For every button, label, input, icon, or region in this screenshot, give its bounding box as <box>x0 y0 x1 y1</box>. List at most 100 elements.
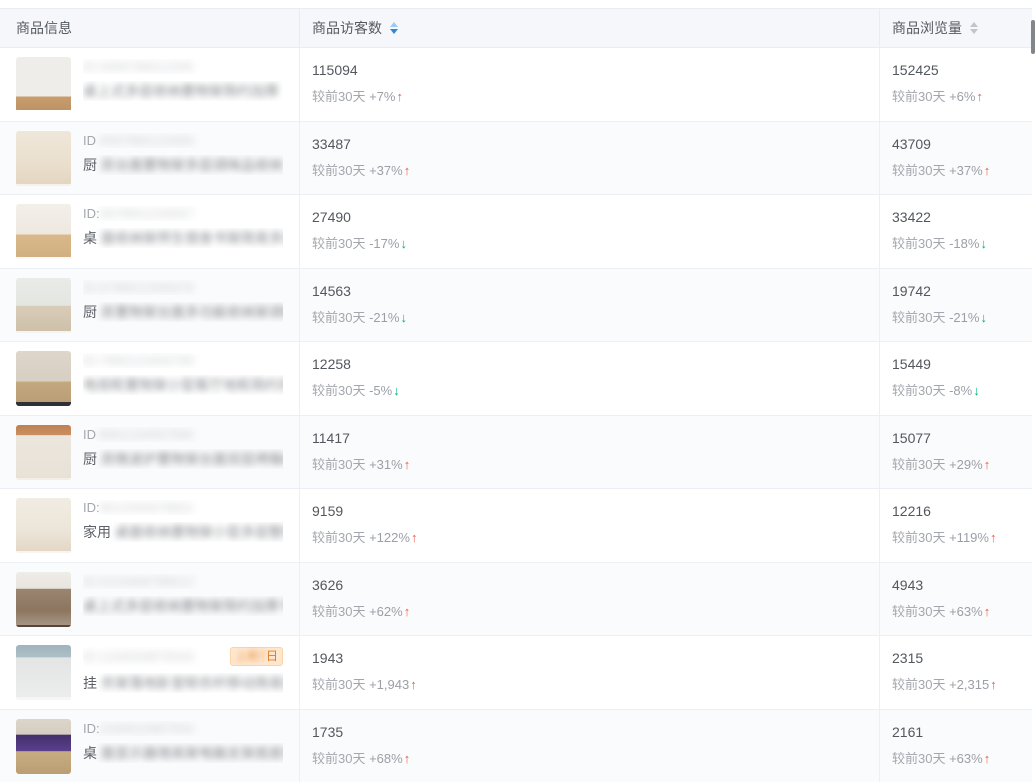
views-delta: +63% <box>949 750 983 766</box>
visitors-trend-arrow-icon: ↑ <box>403 603 411 619</box>
views-compare: 较前30天 -18%↓ <box>892 233 1016 252</box>
header-product-info-label: 商品信息 <box>16 20 72 36</box>
visitors-delta: -5% <box>369 383 393 398</box>
product-title-link[interactable]: 厨 房台面置物架多层调味品收纳 柜... <box>83 155 283 175</box>
views-trend-arrow-icon: ↑ <box>990 677 997 692</box>
product-thumbnail[interactable] <box>16 718 71 774</box>
visitors-delta: +7% <box>369 89 396 104</box>
visitors-value: 12258 <box>312 356 351 372</box>
product-thumbnail[interactable] <box>16 351 71 406</box>
product-thumbnail[interactable] <box>16 204 71 259</box>
badge-blurred-text: 上新7 <box>235 649 266 663</box>
product-thumbnail[interactable] <box>16 57 71 112</box>
product-thumbnail[interactable] <box>16 424 71 480</box>
product-title-link[interactable]: 挂 衣架落地卧室晾衣杆移动简易挂 钩... <box>83 673 283 693</box>
table-row: ID:6789012345678 厨 房置物架台面多功能收纳架调料架子 1456… <box>0 268 1032 342</box>
views-compare: 较前30天 +6%↑ <box>892 86 1016 105</box>
product-id-blurred: 9012345678901 <box>99 500 194 515</box>
product-thumbnail[interactable] <box>16 645 71 700</box>
visitors-value: 14563 <box>312 282 351 299</box>
product-title-link[interactable]: 电视柜置物架小型客厅地柜简约现代落地 <box>83 375 283 395</box>
sort-views-icon[interactable] <box>970 22 978 34</box>
product-title-link[interactable]: 桌 面显示器增高架电脑支架底座置物架 <box>83 743 283 763</box>
product-title-link[interactable]: 桌上式多层收纳置物架简约加厚书架 <box>83 596 283 616</box>
product-title-link[interactable]: 桌 面收纳架师生宿舍书架简易多层置物架 <box>83 228 283 248</box>
product-thumbnail[interactable] <box>16 130 71 186</box>
views-trend-arrow-icon: ↑ <box>983 456 991 472</box>
table-row: ID:0123456789012 桌上式多层收纳置物架简约加厚书架 3626 较… <box>0 562 1032 636</box>
compare-period-label: 较前30天 <box>312 383 366 398</box>
table-body: ID:3456789012345 桌上式多层收纳置物架简约加厚 ... 1150… <box>0 48 1032 782</box>
visitors-cell: 1735 较前30天 +68%↑ <box>300 709 880 782</box>
compare-period-label: 较前30天 <box>312 603 366 619</box>
table-row: ID:7890123456789 电视柜置物架小型客厅地柜简约现代落地 1225… <box>0 342 1032 416</box>
views-value: 15077 <box>892 429 931 446</box>
title-blurred-text: 房台面置物架多层调味品收纳 <box>100 156 283 173</box>
visitors-cell: 12258 较前30天 -5%↓ <box>300 342 880 415</box>
views-trend-arrow-icon: ↑ <box>983 750 991 766</box>
product-id-blurred: ID:1234509876543 <box>83 649 194 664</box>
product-id-line: ID :8901234567890 <box>83 427 283 442</box>
visitors-trend-arrow-icon: ↓ <box>400 309 407 325</box>
views-cell: 4943 较前30天 +63%↑ <box>880 563 1032 636</box>
visitors-delta: +122% <box>369 530 410 545</box>
product-cell: ID:3456789012345 桌上式多层收纳置物架简约加厚 ... <box>0 48 300 121</box>
scrollbar-track[interactable] <box>1031 0 1036 782</box>
visitors-delta: +31% <box>369 456 403 472</box>
product-id-blurred: :4567890123456 <box>96 132 194 148</box>
product-thumbnail[interactable] <box>16 498 71 553</box>
views-compare: 较前30天 +29%↑ <box>892 454 1016 473</box>
compare-period-label: 较前30天 <box>312 162 366 178</box>
product-cell: ID:0123456789012 桌上式多层收纳置物架简约加厚书架 <box>0 562 300 635</box>
views-value: 12216 <box>892 503 931 519</box>
views-cell: 12216 较前30天 +119%↑ <box>880 489 1032 562</box>
compare-period-label: 较前30天 <box>892 677 946 692</box>
title-visible-prefix: 桌 <box>83 230 97 246</box>
product-cell: ID:7890123456789 电视柜置物架小型客厅地柜简约现代落地 <box>0 342 300 415</box>
compare-period-label: 较前30天 <box>312 677 366 692</box>
product-title-link[interactable]: 家用 桌面收纳置物架小型多层整理架子 <box>83 522 283 542</box>
visitors-delta: +68% <box>369 750 403 766</box>
visitors-value: 33487 <box>312 135 351 152</box>
product-cell: ID: 9012345678901 家用 桌面收纳置物架小型多层整理架子 <box>0 489 300 562</box>
header-visitors[interactable]: 商品访客数 <box>300 9 880 47</box>
visitors-compare: 较前30天 -5%↓ <box>312 380 863 399</box>
product-id-blurred: ID:6789012345678 <box>83 279 194 295</box>
visitors-compare: 较前30天 -17%↓ <box>312 233 863 252</box>
views-delta: +63% <box>949 603 983 619</box>
scrollbar-thumb[interactable] <box>1031 20 1035 54</box>
visitors-delta: -21% <box>369 309 400 325</box>
visitors-delta: +37% <box>369 162 403 178</box>
views-compare: 较前30天 +37%↑ <box>892 160 1016 179</box>
views-delta: -8% <box>949 383 973 398</box>
views-cell: 15449 较前30天 -8%↓ <box>880 342 1032 415</box>
product-title-link[interactable]: 厨 房置物架台面多功能收纳架调料架子 <box>83 302 283 322</box>
visitors-compare: 较前30天 -21%↓ <box>312 307 863 326</box>
sort-visitors-icon[interactable] <box>390 22 398 34</box>
product-title-link[interactable]: 桌上式多层收纳置物架简约加厚 ... <box>83 81 283 101</box>
product-id-line: ID:0123456789012 <box>83 574 283 589</box>
views-compare: 较前30天 -21%↓ <box>892 307 1016 326</box>
title-visible-prefix: 厨 <box>83 156 97 173</box>
views-trend-arrow-icon: ↑ <box>983 162 991 178</box>
product-thumbnail[interactable] <box>16 571 71 627</box>
product-cell: ID :8901234567890 厨 房微波炉置物架台面双层烤箱收纳架子 <box>0 415 300 488</box>
compare-period-label: 较前30天 <box>892 750 946 766</box>
product-id-label: ID: <box>83 720 100 736</box>
compare-period-label: 较前30天 <box>892 603 946 619</box>
header-views[interactable]: 商品浏览量 <box>880 9 1032 47</box>
visitors-trend-arrow-icon: ↑ <box>403 750 411 766</box>
visitors-value: 27490 <box>312 209 351 225</box>
visitors-trend-arrow-icon: ↑ <box>410 677 417 692</box>
visitors-trend-arrow-icon: ↓ <box>393 383 400 398</box>
visitors-cell: 33487 较前30天 +37%↑ <box>300 121 880 194</box>
product-thumbnail[interactable] <box>16 277 71 333</box>
views-cell: 2315 较前30天 +2,315↑ <box>880 636 1032 709</box>
visitors-trend-arrow-icon: ↑ <box>410 530 418 545</box>
compare-period-label: 较前30天 <box>312 309 366 325</box>
views-delta: +29% <box>949 456 983 472</box>
product-title-link[interactable]: 厨 房微波炉置物架台面双层烤箱收纳架子 <box>83 449 283 469</box>
title-blurred-text: 面显示器增高架电脑支架底座置物架 <box>100 744 283 761</box>
views-value: 4943 <box>892 576 924 593</box>
